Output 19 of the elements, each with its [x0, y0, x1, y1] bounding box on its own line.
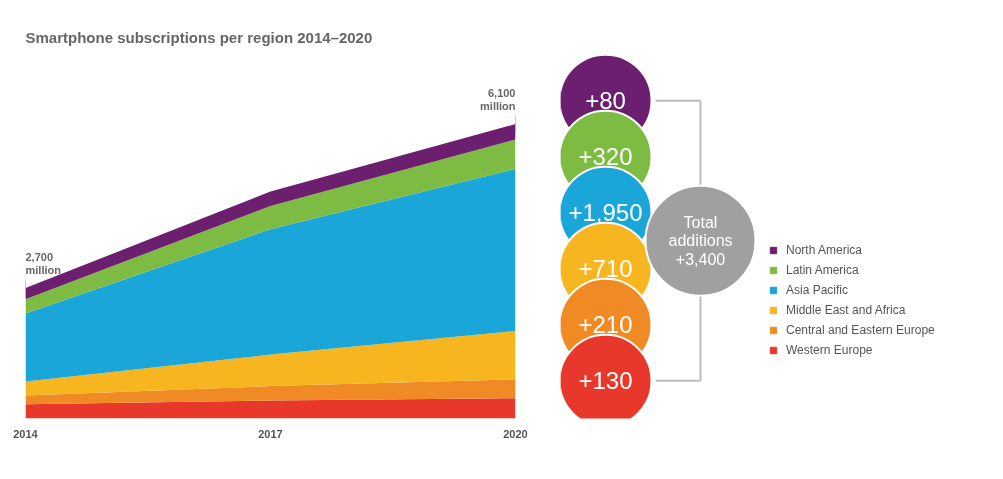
annotation: 6,100 million — [480, 86, 516, 113]
legend-label: Western Europe — [786, 343, 873, 357]
x-tick-label: 2017 — [258, 427, 283, 440]
text: +320 — [578, 143, 633, 171]
x-tick-label: 2014 — [13, 427, 39, 440]
text: Total additions +3,400 — [668, 213, 733, 268]
text: +80 — [585, 87, 626, 115]
legend-label: Latin America — [786, 263, 859, 277]
legend-label: Middle East and Africa — [786, 303, 906, 317]
legend-label: North America — [786, 243, 863, 257]
text: +1,950 — [568, 199, 643, 227]
annotation: 2,700 million — [25, 250, 62, 277]
legend-label: Asia Pacific — [786, 283, 849, 297]
legend-label: Central and Eastern Europe — [786, 323, 935, 337]
chart-title: Smartphone subscriptions per region 2014–2020 — [25, 28, 373, 46]
x-tick-label: 2020 — [503, 427, 528, 440]
text: +210 — [578, 311, 633, 339]
text: +710 — [578, 255, 633, 283]
text: +130 — [578, 367, 633, 395]
